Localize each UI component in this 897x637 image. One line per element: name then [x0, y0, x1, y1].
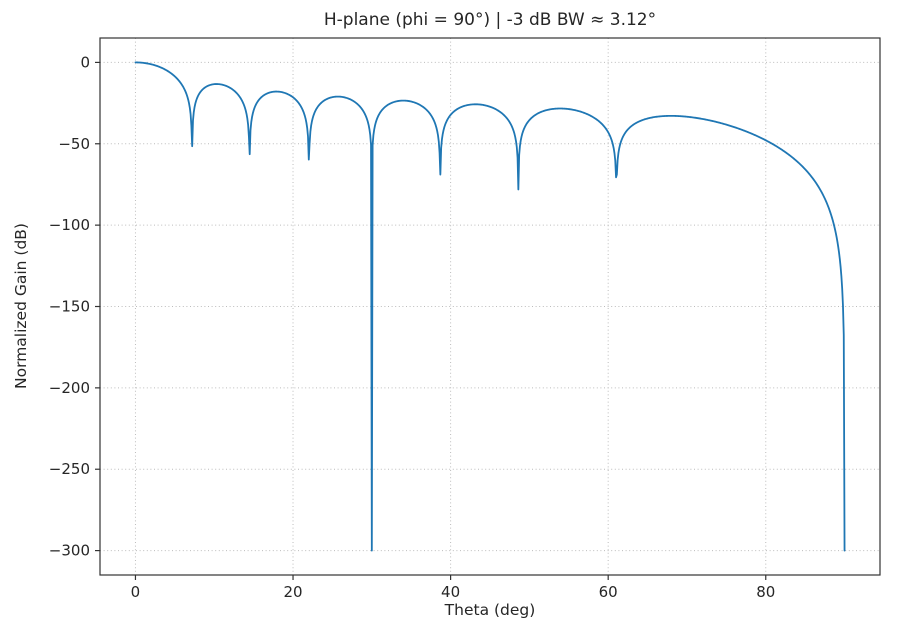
y-tick-label: −200 — [49, 379, 90, 397]
y-tick-label: −150 — [49, 298, 90, 316]
x-tick-label: 40 — [441, 583, 460, 601]
y-tick-label: 0 — [80, 53, 90, 71]
y-tick-label: −100 — [49, 216, 90, 234]
x-axis-label: Theta (deg) — [444, 601, 536, 619]
x-tick-label: 20 — [283, 583, 302, 601]
chart-title: H-plane (phi = 90°) | -3 dB BW ≈ 3.12° — [323, 10, 657, 30]
y-tick-label: −250 — [49, 460, 90, 478]
x-tick-label: 80 — [756, 583, 775, 601]
x-tick-label: 60 — [599, 583, 618, 601]
y-tick-label: −300 — [49, 542, 90, 560]
x-tick-label: 0 — [131, 583, 141, 601]
series-line-h-plane-gain — [134, 61, 846, 552]
y-tick-label: −50 — [58, 135, 90, 153]
plot-border — [99, 37, 881, 576]
